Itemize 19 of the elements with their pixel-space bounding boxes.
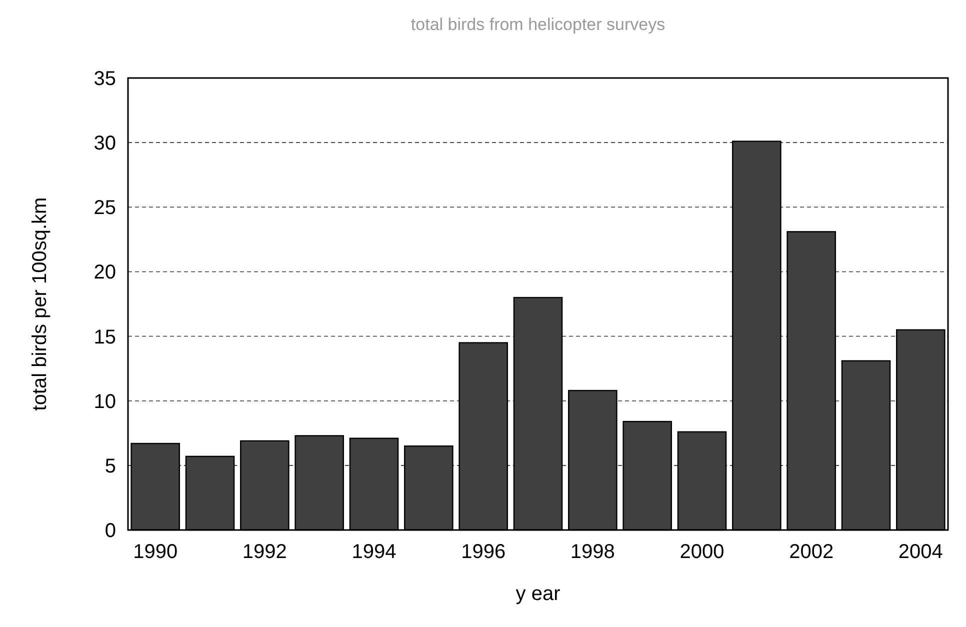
x-tick-label: 1998 xyxy=(570,541,615,563)
x-tick-label: 2004 xyxy=(898,541,943,563)
y-axis-title: total birds per 100sq.km xyxy=(29,197,51,411)
x-tick-label: 2000 xyxy=(680,541,724,563)
y-tick-label: 20 xyxy=(94,262,116,284)
y-tick-label: 0 xyxy=(104,520,116,542)
x-tick-label: 1996 xyxy=(461,541,506,563)
x-axis-title: y ear xyxy=(516,583,561,605)
y-tick-label: 15 xyxy=(94,326,116,348)
y-tick-label: 25 xyxy=(94,197,116,220)
x-tick-label: 1994 xyxy=(352,541,396,563)
y-tick-label: 5 xyxy=(104,455,116,478)
x-tick-label: 2002 xyxy=(789,541,834,563)
x-tick-label: 1990 xyxy=(133,541,178,563)
chart-title: total birds from helicopter surveys xyxy=(410,15,666,34)
y-tick-label: 35 xyxy=(94,68,116,90)
x-tick-label: 1992 xyxy=(242,541,287,563)
y-tick-label: 30 xyxy=(94,132,116,155)
y-tick-label: 10 xyxy=(94,390,116,413)
